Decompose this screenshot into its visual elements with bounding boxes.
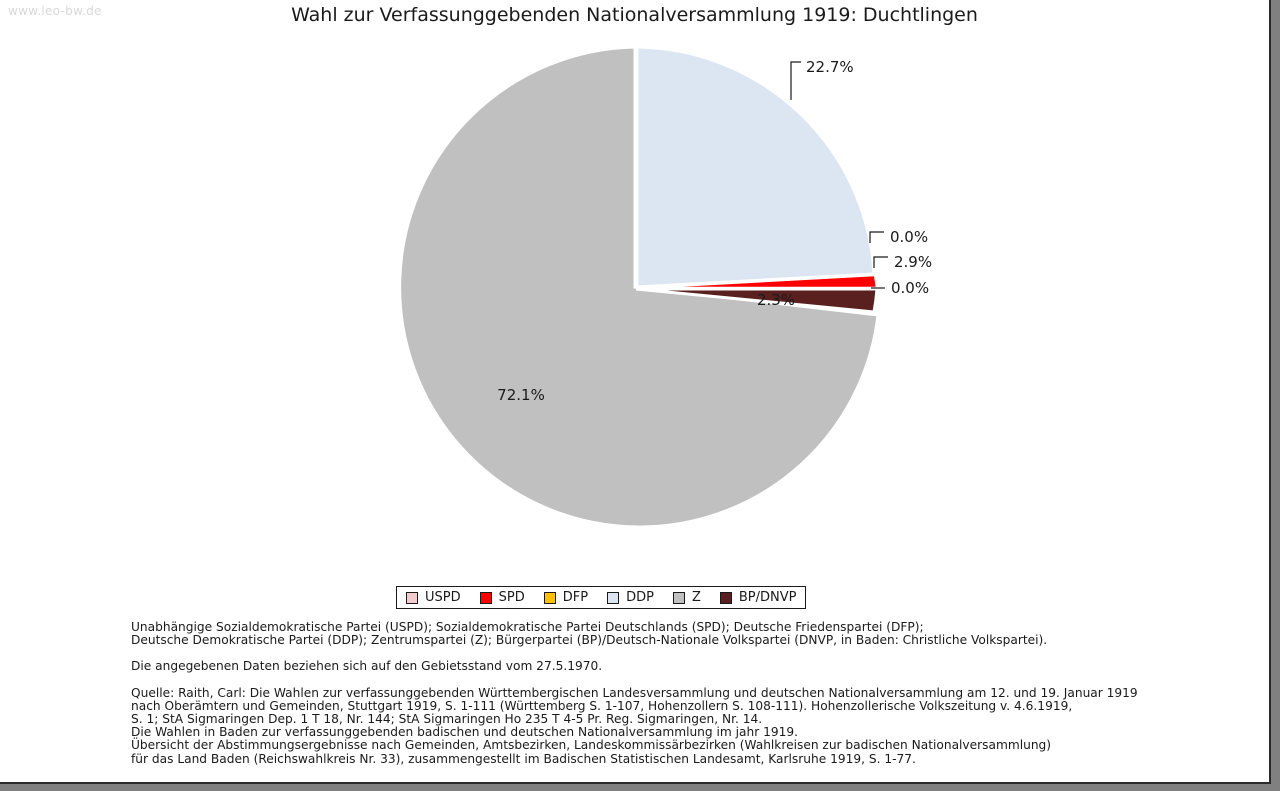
legend-swatch-spd xyxy=(479,591,492,604)
footnote-source-line-2: nach Oberämtern und Gemeinden, Stuttgart… xyxy=(131,698,1073,713)
watermark: www.leo-bw.de xyxy=(8,4,102,18)
legend-label-bpdnvp: BP/DNVP xyxy=(738,590,797,605)
legend-item-spd[interactable]: SPD xyxy=(479,590,525,605)
legend-label-ddp: DDP xyxy=(626,590,654,605)
footnote-territory-line-1: Die angegebenen Daten beziehen sich auf … xyxy=(131,659,603,674)
pie-chart-svg: 22.7% 0.0% 2.9% 0.0% 2.3% 72.1% xyxy=(398,45,932,529)
legend-item-dfp[interactable]: DFP xyxy=(543,590,589,605)
legend-label-spd: SPD xyxy=(498,590,525,605)
footnote-source-line-5: Übersicht der Abstimmungsergebnisse nach… xyxy=(131,738,1052,753)
footnote-territory: Die angegebenen Daten beziehen sich auf … xyxy=(131,660,1191,673)
page-title: Wahl zur Verfassunggebenden Nationalvers… xyxy=(291,4,978,26)
legend-item-uspd[interactable]: USPD xyxy=(406,590,461,605)
legend: USPD SPD DFP DDP Z BP/DNVP xyxy=(396,586,807,609)
legend-label-uspd: USPD xyxy=(425,590,461,605)
legend-label-z: Z xyxy=(691,590,701,605)
legend-swatch-dfp xyxy=(543,591,556,604)
footnote-source-line-6: für das Land Baden (Reichswahlkreis Nr. … xyxy=(131,751,916,766)
legend-swatch-ddp xyxy=(607,591,620,604)
legend-swatch-uspd xyxy=(406,591,418,604)
legend-item-ddp[interactable]: DDP xyxy=(607,590,654,605)
legend-swatch-z xyxy=(672,591,685,604)
pie-label-spd: 2.9% xyxy=(894,253,932,271)
pie-label-ddp: 22.7% xyxy=(806,58,854,76)
legend-label-dfp: DFP xyxy=(562,590,589,605)
pie-slice-ddp[interactable] xyxy=(635,45,876,289)
footnote-source: Quelle: Raith, Carl: Die Wahlen zur verf… xyxy=(131,685,1191,766)
pie-label-uspd: 0.0% xyxy=(890,228,928,246)
legend-swatch-bpdnvp xyxy=(719,591,732,604)
footnote-source-line-3: S. 1; StA Sigmaringen Dep. 1 T 18, Nr. 1… xyxy=(131,712,763,727)
footnote-parties-line-2: Deutsche Demokratische Partei (DDP); Zen… xyxy=(131,633,1048,648)
pie-label-z: 72.1% xyxy=(497,386,545,404)
footnote-parties: Unabhängige Sozialdemokratische Partei (… xyxy=(131,620,1191,648)
pie-slice-z[interactable] xyxy=(398,45,880,529)
legend-item-z[interactable]: Z xyxy=(672,590,701,605)
footnote-parties-line-1: Unabhängige Sozialdemokratische Partei (… xyxy=(131,620,924,634)
pie-label-bpdnvp: 2.3% xyxy=(757,291,795,309)
footnotes: Unabhängige Sozialdemokratische Partei (… xyxy=(131,620,1191,766)
leader-line-ddp xyxy=(790,61,801,100)
pie-slice-bpdnvp[interactable] xyxy=(635,287,879,314)
pie-chart: 22.7% 0.0% 2.9% 0.0% 2.3% 72.1% xyxy=(398,45,932,529)
legend-item-bpdnvp[interactable]: BP/DNVP xyxy=(719,590,797,605)
pie-label-dfp: 0.0% xyxy=(891,279,929,297)
leader-line-spd xyxy=(873,256,888,268)
footnote-source-line-4: Die Wahlen in Baden zur verfassunggebend… xyxy=(131,725,798,740)
footnote-source-line-1: Quelle: Raith, Carl: Die Wahlen zur verf… xyxy=(131,685,1138,700)
leader-line-uspd xyxy=(869,231,884,243)
